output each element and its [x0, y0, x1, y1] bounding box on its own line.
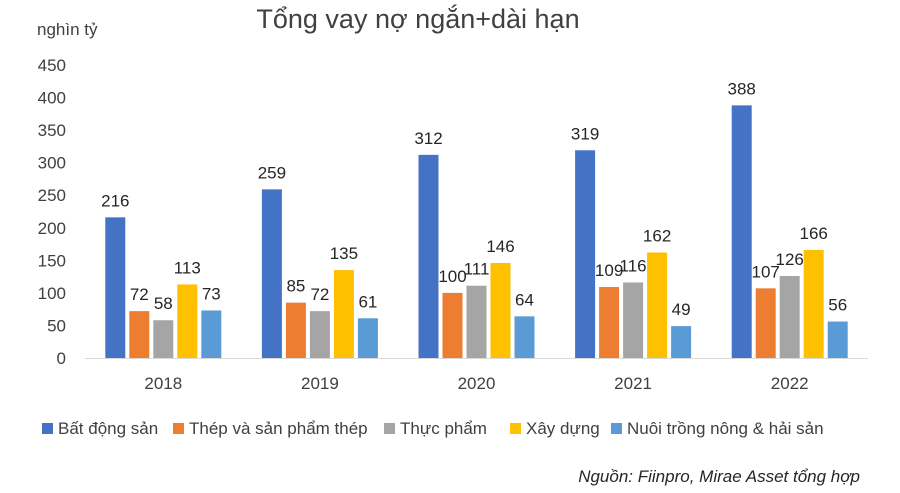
bar	[442, 292, 463, 358]
bar	[261, 189, 282, 358]
chart-title: Tổng vay nợ ngắn+dài hạn	[256, 3, 579, 34]
bar	[599, 287, 620, 358]
legend-swatch	[42, 423, 53, 434]
bar	[803, 249, 824, 358]
y-axis-ticks: 0 50 100 150 200 250 300 350 400 450	[38, 56, 66, 368]
y-tick-label: 50	[47, 316, 66, 335]
bar	[333, 270, 354, 358]
legend-label: Thực phẩm	[400, 419, 487, 438]
legend-label: Nuôi trồng nông & hải sản	[627, 419, 824, 438]
data-label: 135	[330, 244, 358, 263]
bar	[731, 105, 752, 358]
bar	[105, 217, 126, 358]
bar	[466, 285, 487, 358]
legend-swatch	[384, 423, 395, 434]
x-category-label: 2020	[458, 374, 496, 393]
bar	[827, 321, 848, 358]
bar	[153, 320, 174, 358]
y-tick-label: 200	[38, 219, 66, 238]
y-unit-label: nghìn tỷ	[37, 20, 98, 39]
data-label: 388	[728, 79, 756, 98]
x-category-label: 2018	[144, 374, 182, 393]
data-label: 216	[101, 191, 129, 210]
bar	[647, 252, 668, 358]
data-label: 109	[595, 261, 623, 280]
y-tick-label: 350	[38, 121, 66, 140]
bar	[285, 302, 306, 358]
data-label: 166	[800, 224, 828, 243]
bar	[490, 262, 511, 358]
data-label: 259	[258, 163, 286, 182]
legend-label: Bất động sản	[58, 419, 158, 438]
data-label: 49	[672, 300, 691, 319]
data-label: 72	[310, 285, 329, 304]
data-label: 58	[154, 294, 173, 313]
bar	[357, 318, 378, 358]
y-tick-label: 0	[57, 349, 66, 368]
legend-swatch	[173, 423, 184, 434]
data-label: 126	[776, 250, 804, 269]
bar	[671, 326, 692, 358]
data-label: 146	[486, 237, 514, 256]
x-axis-categories: 2018 2019 2020 2021 2022	[144, 374, 808, 393]
data-label: 56	[828, 296, 847, 315]
data-label: 72	[130, 285, 149, 304]
bar	[129, 311, 150, 358]
legend-label: Xây dựng	[526, 419, 600, 438]
data-label: 107	[752, 262, 780, 281]
source-note: Nguồn: Fiinpro, Mirae Asset tổng hợp	[578, 467, 860, 486]
bar	[201, 310, 222, 358]
data-label: 312	[414, 129, 442, 148]
x-category-label: 2022	[771, 374, 809, 393]
bars-group	[105, 105, 848, 358]
bar	[623, 282, 644, 358]
legend-swatch	[611, 423, 622, 434]
data-label: 85	[286, 277, 305, 296]
data-label: 116	[620, 256, 647, 275]
legend: Bất động sản Thép và sản phẩm thép Thực ph…	[42, 419, 824, 438]
y-tick-label: 300	[38, 154, 66, 173]
x-category-label: 2021	[614, 374, 652, 393]
data-label: 100	[438, 267, 466, 286]
bar	[755, 288, 776, 358]
legend-swatch	[510, 423, 521, 434]
data-label: 113	[174, 258, 201, 277]
bar	[309, 311, 330, 358]
bar	[177, 284, 198, 358]
bar	[418, 154, 439, 358]
bar	[514, 316, 535, 358]
bar	[779, 275, 800, 358]
bar	[575, 150, 596, 358]
data-label: 64	[515, 290, 534, 309]
data-label: 61	[358, 292, 377, 311]
x-category-label: 2019	[301, 374, 339, 393]
y-tick-label: 450	[38, 56, 66, 75]
data-label: 319	[571, 124, 599, 143]
legend-label: Thép và sản phẩm thép	[189, 419, 368, 438]
data-label: 162	[643, 227, 671, 246]
y-tick-label: 100	[38, 284, 66, 303]
data-label: 111	[464, 260, 490, 279]
y-tick-label: 250	[38, 186, 66, 205]
data-label: 73	[202, 284, 221, 303]
y-tick-label: 400	[38, 89, 66, 108]
y-tick-label: 150	[38, 251, 66, 270]
